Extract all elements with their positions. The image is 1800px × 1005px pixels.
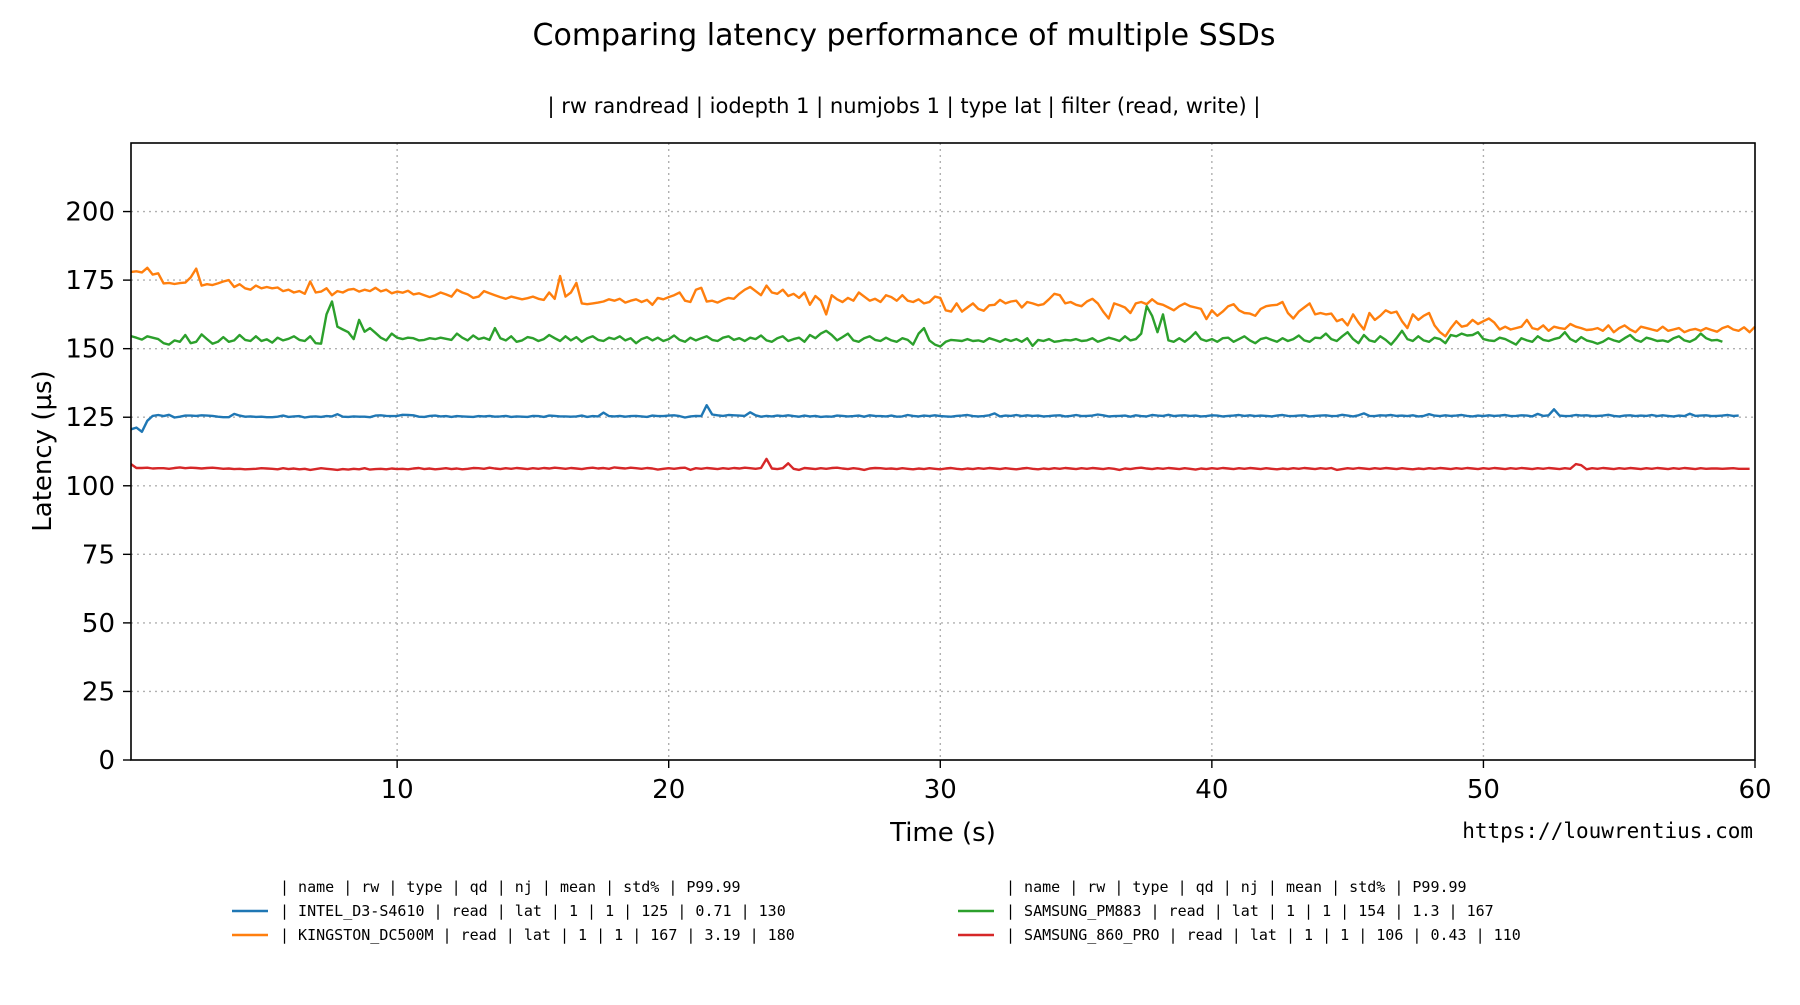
y-tick-label: 100 — [65, 472, 115, 502]
y-axis: 0 25 50 75 100 125 150 175 200 — [65, 198, 131, 776]
y-tick-label: 175 — [65, 266, 115, 296]
legend-header: | name | rw | type | qd | nj | mean | st… — [1006, 878, 1467, 896]
y-tick-label: 50 — [82, 609, 115, 639]
series-lines — [130, 266, 1756, 472]
x-axis: 10 20 30 40 50 60 — [381, 760, 1772, 805]
series-line-2 — [130, 300, 1723, 348]
y-axis-label: Latency (µs) — [28, 370, 58, 531]
series-line-1 — [130, 266, 1756, 338]
series-line-3 — [130, 457, 1750, 472]
legend-row: | INTEL_D3-S4610 | read | lat | 1 | 1 | … — [280, 902, 786, 920]
y-tick-label: 150 — [65, 335, 115, 365]
watermark: https://louwrentius.com — [1462, 819, 1753, 843]
y-tick-label: 75 — [82, 540, 115, 570]
legend-table: | name | rw | type | qd | nj | mean | st… — [232, 878, 1521, 944]
legend-row: | SAMSUNG_PM883 | read | lat | 1 | 1 | 1… — [1006, 902, 1494, 920]
x-tick-label: 30 — [924, 775, 957, 805]
legend-row: | KINGSTON_DC500M | read | lat | 1 | 1 |… — [280, 926, 795, 944]
y-tick-label: 25 — [82, 677, 115, 707]
legend-header: | name | rw | type | qd | nj | mean | st… — [280, 878, 741, 896]
plot-frame — [130, 142, 1756, 761]
chart-title: Comparing latency performance of multipl… — [533, 18, 1276, 53]
x-tick-label: 60 — [1738, 775, 1771, 805]
legend-row: | SAMSUNG_860_PRO | read | lat | 1 | 1 |… — [1006, 926, 1521, 944]
chart-subtitle: | rw randread | iodepth 1 | numjobs 1 | … — [548, 94, 1261, 119]
y-tick-label: 200 — [65, 198, 115, 228]
y-tick-label: 125 — [65, 403, 115, 433]
x-tick-label: 10 — [381, 775, 414, 805]
series-line-0 — [130, 404, 1739, 433]
x-tick-label: 40 — [1195, 775, 1228, 805]
grid-lines — [131, 143, 1755, 760]
x-tick-label: 20 — [652, 775, 685, 805]
y-tick-label: 0 — [98, 746, 115, 776]
x-axis-label: Time (s) — [889, 818, 996, 848]
x-tick-label: 50 — [1467, 775, 1500, 805]
